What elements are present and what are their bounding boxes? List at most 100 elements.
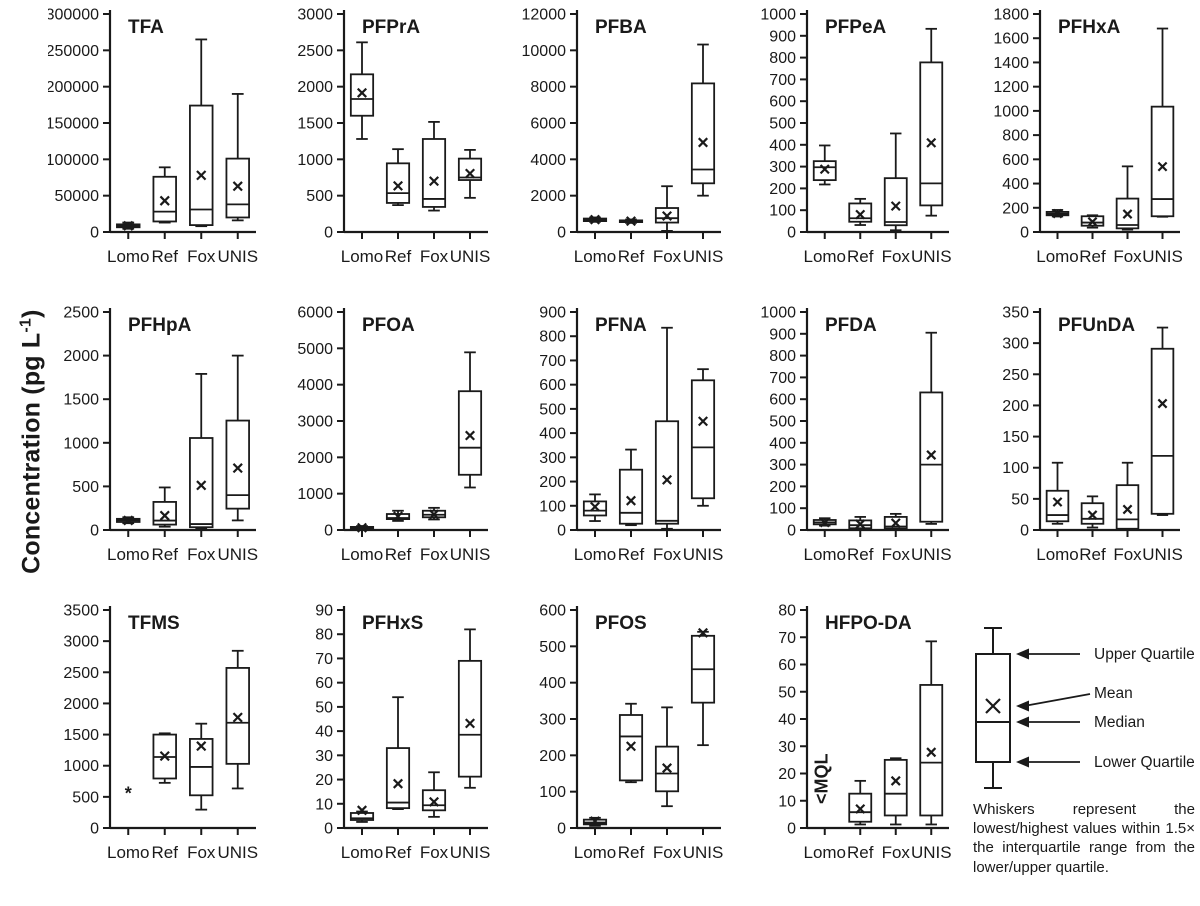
svg-text:PFOS: PFOS bbox=[595, 613, 647, 634]
svg-text:80: 80 bbox=[778, 603, 796, 620]
svg-text:300: 300 bbox=[539, 450, 566, 467]
svg-text:<MQL: <MQL bbox=[812, 754, 832, 805]
svg-text:600: 600 bbox=[769, 392, 796, 409]
svg-text:Ref: Ref bbox=[618, 545, 645, 564]
svg-text:0: 0 bbox=[557, 225, 566, 242]
svg-text:200: 200 bbox=[1002, 398, 1029, 415]
svg-text:UNIS: UNIS bbox=[450, 545, 491, 564]
svg-text:70: 70 bbox=[315, 651, 333, 668]
box-Ref bbox=[1080, 214, 1105, 229]
legend-lower-quartile-label: Lower Quartile bbox=[1094, 754, 1195, 771]
svg-text:300: 300 bbox=[769, 159, 796, 176]
svg-text:0: 0 bbox=[1020, 523, 1029, 540]
box-UNIS bbox=[457, 628, 483, 789]
svg-text:6000: 6000 bbox=[297, 305, 333, 322]
svg-text:Lomo: Lomo bbox=[341, 247, 384, 266]
svg-text:Lomo: Lomo bbox=[803, 545, 846, 564]
svg-text:Fox: Fox bbox=[882, 247, 911, 266]
svg-text:5000: 5000 bbox=[297, 341, 333, 358]
legend-median-label: Median bbox=[1094, 714, 1145, 731]
svg-text:PFPrA: PFPrA bbox=[362, 17, 420, 38]
svg-text:4000: 4000 bbox=[297, 377, 333, 394]
svg-text:Ref: Ref bbox=[618, 247, 645, 266]
svg-text:500: 500 bbox=[539, 401, 566, 418]
box-Ref bbox=[385, 509, 411, 522]
svg-text:1000: 1000 bbox=[63, 758, 99, 775]
svg-text:0: 0 bbox=[90, 821, 99, 838]
svg-text:500: 500 bbox=[306, 188, 333, 205]
svg-text:800: 800 bbox=[769, 348, 796, 365]
svg-text:10000: 10000 bbox=[522, 43, 567, 60]
panel-pfoa: 0 1000 2000 3000 4000 5000 6000 Lomo Ref Fox UNIS P… bbox=[282, 302, 492, 574]
box-UNIS bbox=[919, 27, 944, 217]
svg-text:Ref: Ref bbox=[847, 545, 874, 564]
svg-text:300: 300 bbox=[769, 457, 796, 474]
svg-text:TFMS: TFMS bbox=[128, 613, 180, 634]
y-axis-title: Concentration (pg L-1) bbox=[17, 309, 46, 574]
box-Lomo bbox=[116, 220, 141, 231]
svg-text:100000: 100000 bbox=[48, 152, 99, 169]
box-Lomo bbox=[582, 214, 608, 225]
svg-text:PFHxA: PFHxA bbox=[1058, 17, 1121, 38]
svg-text:2500: 2500 bbox=[63, 665, 99, 682]
box-Ref bbox=[152, 166, 177, 224]
svg-text:2000: 2000 bbox=[297, 450, 333, 467]
box-Fox bbox=[189, 373, 214, 530]
box-UNIS bbox=[225, 354, 250, 522]
svg-text:UNIS: UNIS bbox=[217, 843, 258, 862]
svg-text:Lomo: Lomo bbox=[574, 843, 617, 862]
svg-text:200: 200 bbox=[1002, 200, 1029, 217]
svg-text:3000: 3000 bbox=[63, 634, 99, 651]
svg-text:Lomo: Lomo bbox=[1036, 545, 1079, 564]
svg-text:0: 0 bbox=[324, 225, 333, 242]
svg-text:PFPeA: PFPeA bbox=[825, 17, 887, 38]
svg-text:1600: 1600 bbox=[993, 31, 1029, 48]
svg-text:2000: 2000 bbox=[63, 348, 99, 365]
svg-text:0: 0 bbox=[324, 523, 333, 540]
svg-text:100: 100 bbox=[769, 203, 796, 220]
box-Ref bbox=[618, 216, 644, 227]
box-Lomo bbox=[1045, 461, 1070, 525]
panel-tfms: 0 500 1000 1500 2000 2500 3000 3500 Lomo Ref Fox UN… bbox=[48, 600, 260, 872]
svg-text:PFNA: PFNA bbox=[595, 315, 647, 336]
svg-text:800: 800 bbox=[769, 50, 796, 67]
box-Fox bbox=[1115, 165, 1140, 231]
svg-text:60: 60 bbox=[778, 657, 796, 674]
svg-text:80: 80 bbox=[315, 627, 333, 644]
box-UNIS bbox=[1150, 326, 1175, 516]
svg-text:400: 400 bbox=[539, 675, 566, 692]
box-Ref bbox=[385, 148, 411, 207]
box-UNIS bbox=[225, 93, 250, 222]
svg-text:0: 0 bbox=[1020, 225, 1029, 242]
svg-text:200: 200 bbox=[769, 479, 796, 496]
svg-text:Ref: Ref bbox=[1079, 545, 1106, 564]
svg-text:500: 500 bbox=[769, 414, 796, 431]
svg-text:Ref: Ref bbox=[385, 545, 412, 564]
svg-text:PFOA: PFOA bbox=[362, 315, 415, 336]
svg-text:UNIS: UNIS bbox=[450, 247, 491, 266]
svg-text:Fox: Fox bbox=[187, 247, 216, 266]
box-Fox bbox=[421, 771, 447, 818]
svg-text:Lomo: Lomo bbox=[574, 247, 617, 266]
svg-text:400: 400 bbox=[769, 435, 796, 452]
box-Ref bbox=[848, 516, 873, 531]
svg-text:4000: 4000 bbox=[530, 152, 566, 169]
box-Fox bbox=[883, 757, 908, 826]
box-UNIS bbox=[919, 640, 944, 826]
svg-text:1000: 1000 bbox=[297, 486, 333, 503]
svg-text:500: 500 bbox=[539, 639, 566, 656]
svg-text:1500: 1500 bbox=[297, 116, 333, 133]
svg-text:Lomo: Lomo bbox=[107, 545, 150, 564]
svg-text:PFBA: PFBA bbox=[595, 17, 647, 38]
svg-text:400: 400 bbox=[1002, 176, 1029, 193]
svg-text:800: 800 bbox=[539, 329, 566, 346]
svg-text:1200: 1200 bbox=[993, 79, 1029, 96]
panel-pfos: 0 100 200 300 400 500 600 Lomo Ref Fox UNIS PFOS bbox=[515, 600, 725, 872]
box-UNIS bbox=[1150, 27, 1175, 218]
panel-pfhpa: 0 500 1000 1500 2000 2500 Lomo Ref Fox UNIS PFHpA bbox=[48, 302, 260, 574]
box-Fox bbox=[189, 38, 214, 228]
svg-text:20: 20 bbox=[778, 766, 796, 783]
svg-text:90: 90 bbox=[315, 603, 333, 620]
box-UNIS bbox=[225, 649, 250, 790]
box-Fox bbox=[421, 121, 447, 212]
